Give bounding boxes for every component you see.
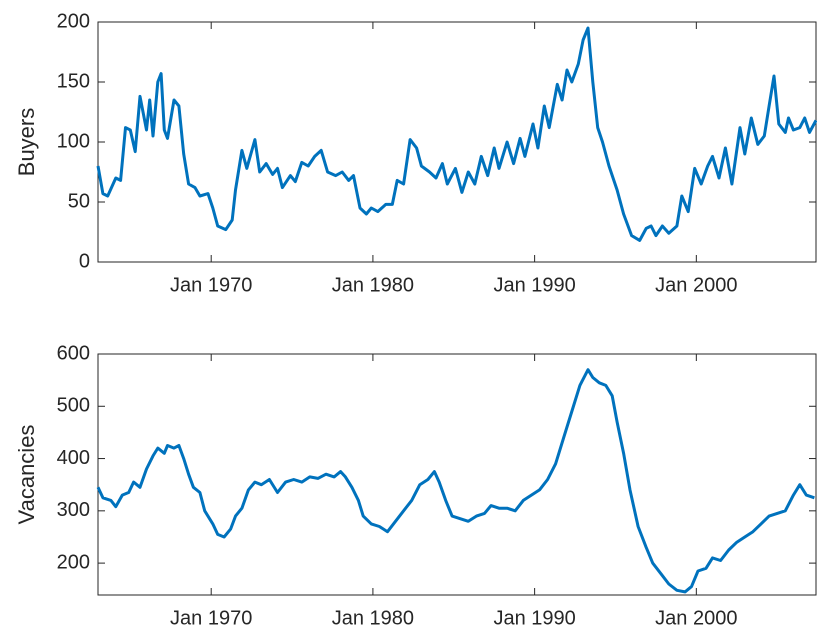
data-line [96, 26, 817, 242]
data-line [96, 368, 815, 594]
y-tick-label: 100 [57, 130, 90, 152]
y-tick-label: 50 [68, 190, 90, 212]
y-tick-label: 0 [79, 250, 90, 272]
x-tick-label: Jan 2000 [655, 274, 737, 296]
axes-frame [97, 21, 817, 263]
y-tick-label: 500 [57, 395, 90, 417]
x-tick-label: Jan 1980 [332, 607, 414, 629]
y-axis-label: Vacancies [14, 425, 39, 525]
y-tick-label: 200 [57, 10, 90, 32]
y-axis-label: Buyers [14, 108, 39, 176]
x-tick-label: Jan 1970 [170, 274, 252, 296]
x-tick-label: Jan 2000 [655, 607, 737, 629]
x-tick-label: Jan 1970 [170, 607, 252, 629]
x-tick-label: Jan 1980 [332, 274, 414, 296]
y-tick-label: 600 [57, 342, 90, 364]
x-tick-label: Jan 1990 [493, 274, 575, 296]
axes-frame [97, 353, 817, 596]
x-tick-label: Jan 1990 [493, 607, 575, 629]
y-tick-label: 150 [57, 70, 90, 92]
y-tick-label: 200 [57, 551, 90, 573]
y-tick-label: 400 [57, 447, 90, 469]
y-tick-label: 300 [57, 499, 90, 521]
